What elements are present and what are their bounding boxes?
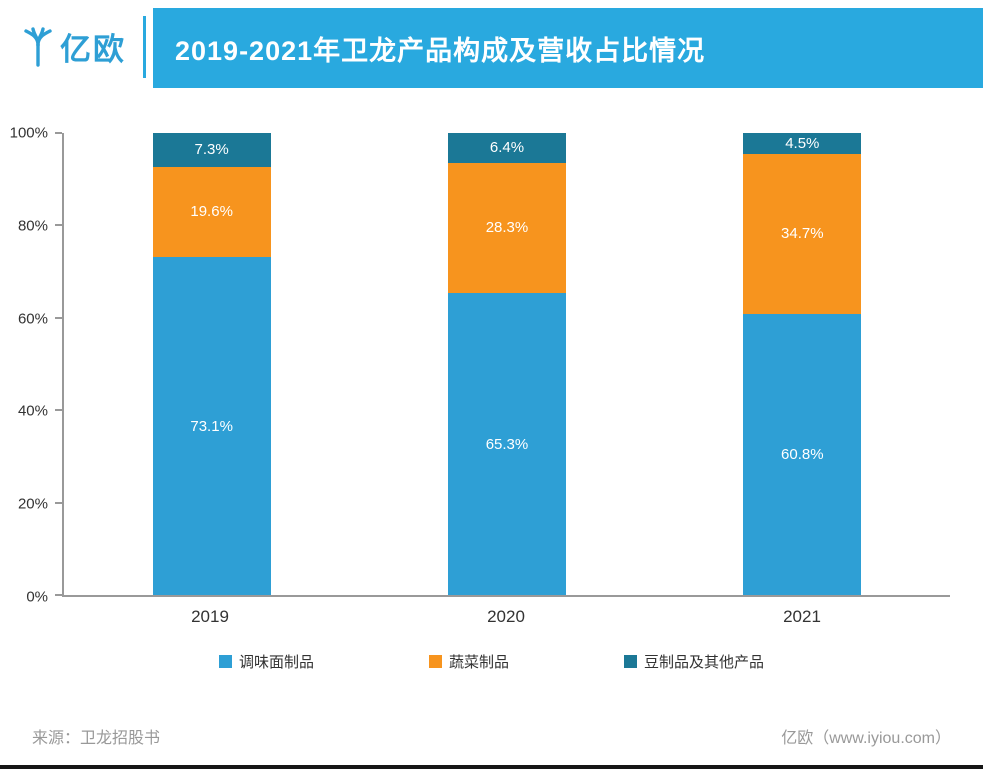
bar-value-label: 65.3% bbox=[485, 435, 529, 453]
y-tick-label: 100% bbox=[9, 124, 48, 142]
plot-area: 7.3% 19.6% 73.1% 6.4% 28.3% 65.3% 4.5% 34.7% 60.… bbox=[55, 132, 950, 597]
bars: 7.3% 19.6% 73.1% 6.4% 28.3% 65.3% 4.5% 34.7% 60.… bbox=[64, 133, 950, 595]
legend-item: 调味面制品 bbox=[218, 651, 314, 672]
legend-item: 豆制品及其他产品 bbox=[624, 651, 764, 672]
page-title: 2019-2021年卫龙产品构成及营收占比情况 bbox=[175, 35, 706, 66]
y-tick-mark bbox=[55, 409, 62, 412]
stacked-bar-2021: 4.5% 34.7% 60.8% bbox=[743, 133, 862, 595]
title-banner: 2019-2021年卫龙产品构成及营收占比情况 bbox=[153, 8, 983, 88]
y-tick-label: 0% bbox=[26, 588, 48, 606]
legend: 调味面制品 蔬菜制品 豆制品及其他产品 bbox=[0, 651, 983, 672]
bar-value-label: 19.6% bbox=[190, 203, 233, 221]
bar-value-label: 7.3% bbox=[194, 141, 229, 159]
bar-segment: 6.4% bbox=[447, 133, 566, 163]
header-divider bbox=[143, 16, 146, 78]
legend-label: 豆制品及其他产品 bbox=[644, 654, 765, 671]
bar-segment: 65.3% bbox=[447, 293, 566, 595]
bottom-border bbox=[0, 765, 983, 769]
legend-label: 蔬菜制品 bbox=[448, 654, 509, 671]
y-tick-label: 80% bbox=[17, 217, 48, 235]
logo: 亿欧 bbox=[20, 24, 126, 69]
bar-segment: 7.3% bbox=[152, 133, 271, 167]
legend-swatch bbox=[218, 655, 232, 668]
credit-text: 亿欧（www.iyiou.com） bbox=[781, 730, 951, 747]
y-tick-mark bbox=[55, 224, 62, 227]
y-tick-mark bbox=[55, 132, 62, 134]
bar-value-label: 4.5% bbox=[785, 134, 820, 152]
bar-segment: 4.5% bbox=[743, 133, 862, 154]
stacked-bar-2019: 7.3% 19.6% 73.1% bbox=[152, 133, 271, 595]
bar-segment: 28.3% bbox=[447, 162, 566, 294]
iyiou-logo-icon bbox=[24, 26, 52, 67]
header: 亿欧 2019-2021年卫龙产品构成及营收占比情况 bbox=[0, 0, 983, 96]
source-text: 来源：卫龙招股书 bbox=[32, 730, 161, 747]
x-axis-labels: 2019 2020 2021 bbox=[62, 607, 950, 627]
bar-segment: 60.8% bbox=[743, 314, 862, 595]
bar-value-label: 34.7% bbox=[781, 225, 824, 243]
stacked-bar-2020: 6.4% 28.3% 65.3% bbox=[447, 133, 566, 595]
x-tick-label: 2019 bbox=[191, 607, 229, 626]
y-tick-mark bbox=[55, 594, 62, 596]
bar-value-label: 28.3% bbox=[485, 219, 529, 237]
bar-segment: 19.6% bbox=[152, 166, 271, 258]
y-tick-label: 40% bbox=[17, 402, 48, 420]
x-tick-label: 2020 bbox=[487, 607, 525, 626]
bar-value-label: 60.8% bbox=[781, 446, 824, 464]
legend-label: 调味面制品 bbox=[238, 654, 314, 671]
y-tick-mark bbox=[55, 316, 62, 319]
legend-swatch bbox=[428, 655, 442, 668]
bar-segment: 73.1% bbox=[152, 257, 271, 595]
footer: 来源：卫龙招股书 亿欧（www.iyiou.com） bbox=[0, 724, 983, 748]
legend-item: 蔬菜制品 bbox=[428, 651, 509, 672]
y-tick-label: 20% bbox=[17, 495, 48, 513]
y-tick-label: 60% bbox=[17, 310, 48, 328]
logo-text: 亿欧 bbox=[60, 32, 126, 67]
y-axis-labels: 0% 20% 40% 60% 80% 100% bbox=[0, 125, 54, 606]
legend-swatch bbox=[624, 655, 637, 668]
x-tick-label: 2021 bbox=[783, 607, 821, 626]
bar-segment: 34.7% bbox=[743, 153, 862, 315]
bar-value-label: 73.1% bbox=[190, 417, 233, 435]
bar-value-label: 6.4% bbox=[489, 139, 525, 157]
y-tick-mark bbox=[55, 501, 62, 504]
